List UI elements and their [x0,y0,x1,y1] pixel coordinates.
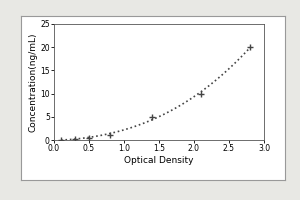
Y-axis label: Concentration(ng/mL): Concentration(ng/mL) [28,32,38,132]
X-axis label: Optical Density: Optical Density [124,156,194,165]
